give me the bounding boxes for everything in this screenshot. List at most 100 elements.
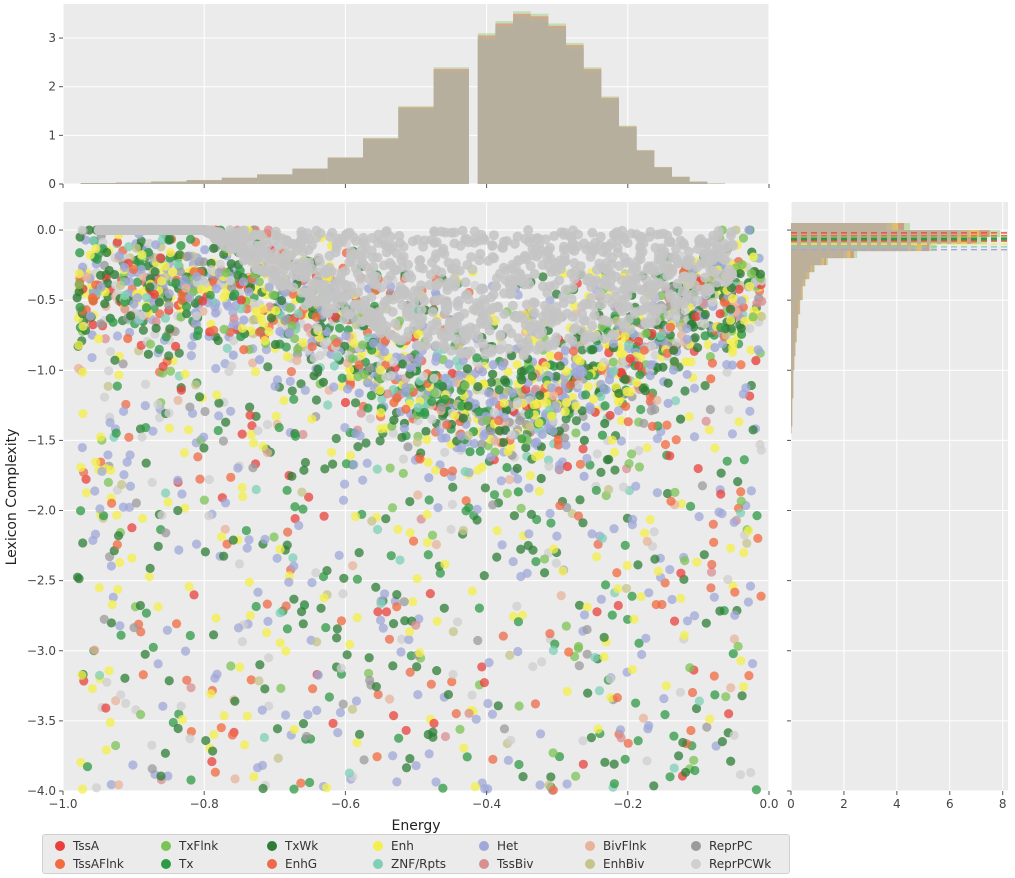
scatter-point: [510, 262, 521, 273]
scatter-point: [743, 526, 754, 536]
scatter-point: [388, 294, 399, 305]
scatter-point: [730, 587, 740, 597]
scatter-point: [600, 401, 610, 411]
legend-swatch: [55, 841, 65, 851]
scatter-point: [631, 481, 641, 491]
scatter-point: [716, 468, 726, 478]
scatter-point: [505, 650, 515, 660]
y-tick-label: −3.0: [27, 644, 56, 658]
scatter-point: [462, 364, 473, 374]
scatter-point: [112, 510, 122, 520]
scatter-point: [545, 253, 556, 264]
scatter-point: [676, 499, 687, 509]
scatter-point: [534, 418, 544, 428]
scatter-point: [153, 659, 163, 669]
scatter-point: [521, 254, 532, 265]
scatter-point: [480, 483, 490, 493]
scatter-point: [185, 293, 195, 303]
scatter-point: [88, 296, 98, 306]
scatter-point: [272, 553, 282, 563]
scatter-point: [288, 553, 298, 563]
scatter-point: [652, 433, 662, 444]
scatter-point: [179, 448, 190, 458]
scatter-point: [270, 226, 281, 237]
scatter-point: [156, 771, 166, 781]
scatter-point: [721, 692, 731, 702]
scatter-point: [467, 586, 477, 596]
scatter-point: [590, 331, 601, 342]
scatter-point: [494, 426, 504, 436]
scatter-point: [537, 429, 547, 439]
scatter-point: [569, 257, 580, 268]
scatter-point: [354, 360, 364, 370]
scatter-point: [736, 360, 746, 370]
scatter-point: [509, 311, 520, 322]
scatter-point: [141, 303, 152, 313]
scatter-point: [157, 276, 167, 286]
scatter-point: [199, 443, 209, 453]
scatter-point: [279, 395, 289, 406]
scatter-point: [359, 249, 370, 260]
legend-item: Tx: [161, 855, 193, 873]
scatter-point: [650, 554, 660, 564]
legend-label: EnhG: [285, 857, 318, 871]
scatter-point: [258, 265, 269, 276]
scatter-point: [722, 367, 732, 377]
scatter-point: [311, 232, 322, 243]
scatter-point: [175, 250, 185, 260]
scatter-point: [458, 525, 468, 536]
scatter-point: [260, 534, 270, 544]
scatter-point: [177, 714, 188, 725]
scatter-point: [685, 663, 695, 673]
scatter-point: [319, 279, 330, 290]
scatter-point: [490, 281, 501, 292]
scatter-point: [234, 559, 245, 569]
scatter-point: [488, 369, 498, 379]
scatter-point: [506, 735, 516, 745]
scatter-point: [635, 370, 645, 380]
scatter-point: [573, 229, 584, 240]
scatter-point: [173, 505, 183, 516]
scatter-point: [388, 357, 399, 367]
scatter-point: [736, 487, 746, 497]
scatter-point: [454, 370, 465, 380]
scatter-point: [219, 551, 229, 561]
scatter-point: [214, 411, 224, 421]
scatter-point: [191, 318, 201, 328]
scatter-point: [652, 488, 662, 498]
scatter-point: [638, 285, 649, 296]
scatter-point: [371, 582, 381, 592]
top-histogram-bar: [115, 182, 152, 184]
scatter-point: [477, 439, 487, 449]
scatter-point: [689, 755, 699, 765]
scatter-point: [748, 425, 758, 435]
scatter-point: [290, 513, 300, 524]
scatter-point: [123, 333, 133, 344]
scatter-point: [461, 496, 471, 506]
right-histogram-bar: [791, 244, 908, 252]
scatter-point: [388, 711, 399, 721]
scatter-point: [568, 324, 579, 335]
scatter-point: [253, 426, 263, 436]
scatter-point: [728, 649, 738, 659]
scatter-point: [354, 729, 365, 740]
scatter-point: [636, 404, 646, 415]
scatter-point: [537, 657, 547, 667]
legend-item: TssBiv: [479, 855, 534, 873]
scatter-point: [108, 592, 118, 602]
scatter-point: [132, 277, 143, 287]
scatter-point: [704, 425, 714, 435]
scatter-point: [397, 300, 408, 311]
scatter-point: [128, 264, 139, 274]
scatter-point: [244, 577, 255, 587]
scatter-point: [671, 435, 681, 445]
scatter-point: [561, 440, 571, 450]
scatter-point: [311, 568, 321, 578]
scatter-point: [600, 757, 610, 767]
scatter-point: [535, 729, 546, 739]
scatter-point: [308, 684, 318, 694]
scatter-point: [689, 611, 700, 621]
scatter-point: [275, 608, 285, 618]
